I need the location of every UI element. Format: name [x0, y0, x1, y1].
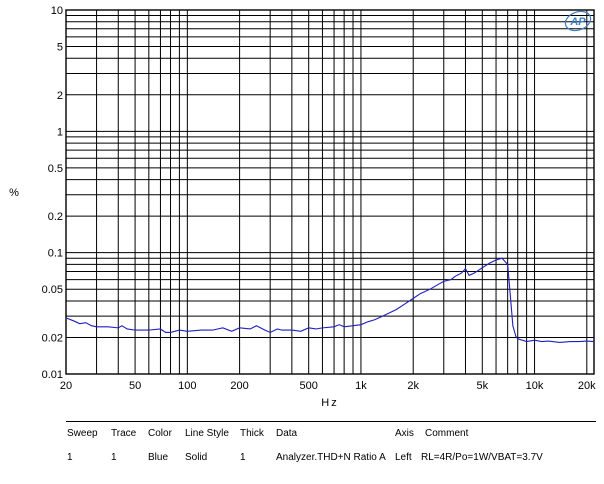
- x-tick-label: 5k: [476, 380, 488, 392]
- legend-cell-line-style: Solid: [185, 452, 208, 463]
- grid: [66, 10, 594, 374]
- legend-header-color: Color: [148, 428, 172, 439]
- plot-frame: [65, 9, 595, 375]
- legend-header-trace: Trace: [111, 428, 137, 439]
- legend-cell-sweep: 1: [67, 452, 73, 463]
- legend-cell-comment: RL=4R/Po=1W/VBAT=3.7V: [421, 452, 543, 463]
- y-tick-labels: 10 5 2 1 0.5 0.2 0.1 0.05 0.02 0.01: [42, 5, 63, 381]
- y-tick-label: 0.01: [42, 369, 63, 381]
- legend-cell-data: Analyzer.THD+N Ratio A: [276, 452, 386, 463]
- x-tick-label: 200: [230, 380, 248, 392]
- x-tick-label: 20: [60, 380, 72, 392]
- y-tick-label: 0.02: [42, 332, 63, 344]
- legend-header-sweep: Sweep: [67, 428, 98, 439]
- y-axis-label: %: [9, 187, 19, 199]
- x-tick-label: 10k: [526, 380, 544, 392]
- chart: 10 5 2 1 0.5 0.2 0.1 0.05 0.02 0.01 20 50 100 200 500…: [9, 5, 596, 409]
- legend-cell-thick: 1: [240, 452, 246, 463]
- x-tick-label: 50: [129, 380, 141, 392]
- logo-text: AP: [569, 16, 586, 28]
- x-tick-label: 2k: [407, 380, 419, 392]
- y-tick-label: 10: [51, 5, 63, 17]
- legend-cell-color: Blue: [148, 452, 169, 463]
- legend-header-data: Data: [276, 428, 298, 439]
- legend-cell-axis: Left: [395, 452, 412, 463]
- y-tick-label: 0.2: [48, 211, 63, 223]
- legend-header-comment: Comment: [425, 428, 469, 439]
- legend-header-axis: Axis: [395, 428, 414, 439]
- y-tick-label: 1: [57, 126, 63, 138]
- series-layer: [65, 257, 595, 343]
- logo-ring: [564, 10, 592, 32]
- y-tick-label: 0.5: [48, 163, 63, 175]
- y-tick-label: 2: [57, 90, 63, 102]
- y-tick-label: 0.1: [48, 248, 63, 260]
- legend-header-line-style: Line Style: [185, 428, 229, 439]
- x-tick-label: 500: [300, 380, 318, 392]
- y-tick-label: 0.05: [42, 284, 63, 296]
- x-axis-label: Hz: [321, 397, 338, 409]
- legend-cell-trace: 1: [111, 452, 117, 463]
- legend-header-thick: Thick: [240, 428, 264, 439]
- y-tick-label: 5: [57, 42, 63, 54]
- x-tick-label: 20k: [578, 380, 596, 392]
- x-tick-label: 100: [178, 380, 196, 392]
- logo: AP: [564, 10, 592, 32]
- series-line-1: [65, 257, 595, 343]
- x-tick-labels: 20 50 100 200 500 1k 2k 5k 10k 20k: [60, 380, 596, 392]
- legend-table: Sweep Trace Color Line Style Thick Data …: [66, 421, 596, 478]
- x-tick-label: 1k: [355, 380, 367, 392]
